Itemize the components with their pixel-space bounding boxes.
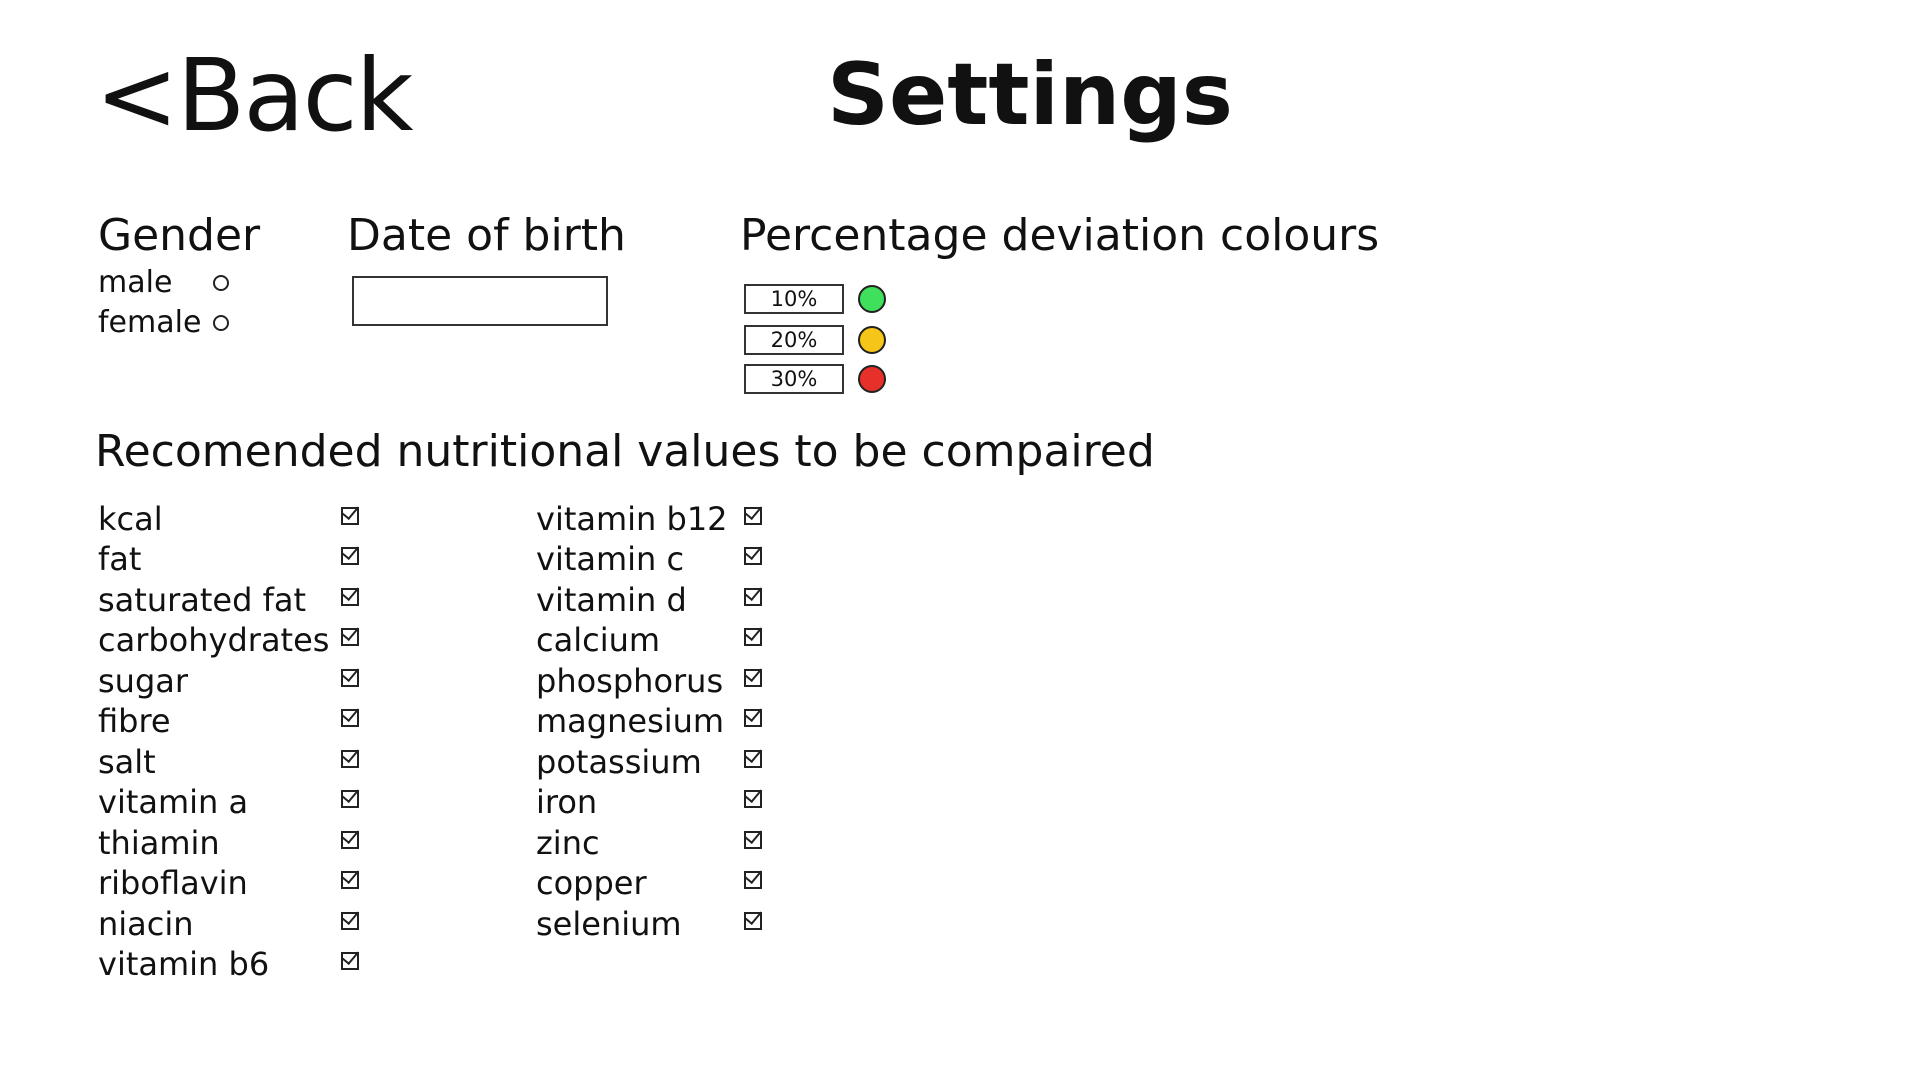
- iron-checkbox[interactable]: [744, 790, 762, 808]
- kcal-checkbox[interactable]: [341, 507, 359, 525]
- nutrient-label: vitamin a: [98, 783, 249, 821]
- nutrient-item-potassium: potassium: [536, 742, 776, 782]
- nutrient-item-vitamin-d: vitamin d: [536, 580, 776, 620]
- nutrient-item-iron: iron: [536, 782, 776, 822]
- male-radio[interactable]: [213, 275, 229, 291]
- nutrient-label: iron: [536, 783, 598, 821]
- nutrient-label: copper: [536, 864, 647, 902]
- deviation-colour-swatch[interactable]: [858, 365, 886, 393]
- nutrient-item-riboflavin: riboflavin: [98, 863, 368, 903]
- carbohydrates-checkbox[interactable]: [341, 628, 359, 646]
- sugar-checkbox[interactable]: [341, 669, 359, 687]
- zinc-checkbox[interactable]: [744, 831, 762, 849]
- nutrient-label: vitamin b12: [536, 500, 728, 538]
- vitamin-b12-checkbox[interactable]: [744, 507, 762, 525]
- percentage-deviation-heading: Percentage deviation colours: [740, 210, 1380, 261]
- nutrient-label: vitamin c: [536, 540, 685, 578]
- nutrient-item-fat: fat: [98, 539, 368, 579]
- calcium-checkbox[interactable]: [744, 628, 762, 646]
- nutrient-label: sugar: [98, 662, 189, 700]
- back-button[interactable]: <Back: [95, 37, 414, 154]
- nutrient-item-vitamin-c: vitamin c: [536, 539, 776, 579]
- nutrient-item-phosphorus: phosphorus: [536, 661, 776, 701]
- gender-option-male[interactable]: male: [98, 265, 238, 301]
- nutrient-item-magnesium: magnesium: [536, 701, 776, 741]
- nutrient-item-carbohydrates: carbohydrates: [98, 620, 368, 660]
- deviation-value-field[interactable]: 20%: [744, 325, 844, 355]
- nutrient-item-salt: salt: [98, 742, 368, 782]
- deviation-colour-swatch[interactable]: [858, 326, 886, 354]
- thiamin-checkbox[interactable]: [341, 831, 359, 849]
- copper-checkbox[interactable]: [744, 871, 762, 889]
- nutrient-label: selenium: [536, 905, 682, 943]
- nutrient-item-sugar: sugar: [98, 661, 368, 701]
- nutrient-item-kcal: kcal: [98, 499, 368, 539]
- fat-checkbox[interactable]: [341, 547, 359, 565]
- nutrient-label: magnesium: [536, 702, 725, 740]
- nutrition-heading: Recomended nutritional values to be comp…: [95, 426, 1155, 477]
- gender-option-label: female: [98, 305, 202, 340]
- gender-heading: Gender: [98, 210, 261, 261]
- nutrient-item-vitamin-b12: vitamin b12: [536, 499, 776, 539]
- nutrient-label: zinc: [536, 824, 600, 862]
- salt-checkbox[interactable]: [341, 750, 359, 768]
- nutrient-label: fat: [98, 540, 142, 578]
- vitamin-a-checkbox[interactable]: [341, 790, 359, 808]
- fibre-checkbox[interactable]: [341, 709, 359, 727]
- deviation-colour-swatch[interactable]: [858, 285, 886, 313]
- magnesium-checkbox[interactable]: [744, 709, 762, 727]
- deviation-value-field[interactable]: 10%: [744, 284, 844, 314]
- page-title: Settings: [827, 45, 1233, 145]
- date-of-birth-heading: Date of birth: [347, 210, 626, 261]
- nutrient-label: fibre: [98, 702, 171, 740]
- nutrient-item-zinc: zinc: [536, 823, 776, 863]
- nutrient-item-copper: copper: [536, 863, 776, 903]
- nutrient-item-calcium: calcium: [536, 620, 776, 660]
- nutrient-label: calcium: [536, 621, 661, 659]
- date-of-birth-input[interactable]: [352, 276, 608, 326]
- nutrient-item-fibre: fibre: [98, 701, 368, 741]
- saturated-fat-checkbox[interactable]: [341, 588, 359, 606]
- nutrient-item-vitamin-a: vitamin a: [98, 782, 368, 822]
- nutrient-label: carbohydrates: [98, 621, 330, 659]
- nutrient-label: thiamin: [98, 824, 220, 862]
- phosphorus-checkbox[interactable]: [744, 669, 762, 687]
- nutrient-label: salt: [98, 743, 156, 781]
- deviation-value-field[interactable]: 30%: [744, 364, 844, 394]
- nutrient-item-selenium: selenium: [536, 904, 776, 944]
- nutrient-label: potassium: [536, 743, 702, 781]
- female-radio[interactable]: [213, 315, 229, 331]
- nutrient-label: niacin: [98, 905, 194, 943]
- nutrient-item-niacin: niacin: [98, 904, 368, 944]
- nutrient-item-vitamin-b6: vitamin b6: [98, 944, 368, 984]
- potassium-checkbox[interactable]: [744, 750, 762, 768]
- gender-option-female[interactable]: female: [98, 305, 238, 341]
- niacin-checkbox[interactable]: [341, 912, 359, 930]
- nutrient-label: riboflavin: [98, 864, 248, 902]
- selenium-checkbox[interactable]: [744, 912, 762, 930]
- nutrient-label: vitamin b6: [98, 945, 270, 983]
- nutrient-item-thiamin: thiamin: [98, 823, 368, 863]
- gender-option-label: male: [98, 265, 173, 300]
- vitamin-d-checkbox[interactable]: [744, 588, 762, 606]
- vitamin-c-checkbox[interactable]: [744, 547, 762, 565]
- nutrient-label: vitamin d: [536, 581, 687, 619]
- nutrient-item-saturated-fat: saturated fat: [98, 580, 368, 620]
- nutrient-label: saturated fat: [98, 581, 307, 619]
- riboflavin-checkbox[interactable]: [341, 871, 359, 889]
- nutrient-label: phosphorus: [536, 662, 724, 700]
- nutrient-label: kcal: [98, 500, 163, 538]
- vitamin-b6-checkbox[interactable]: [341, 952, 359, 970]
